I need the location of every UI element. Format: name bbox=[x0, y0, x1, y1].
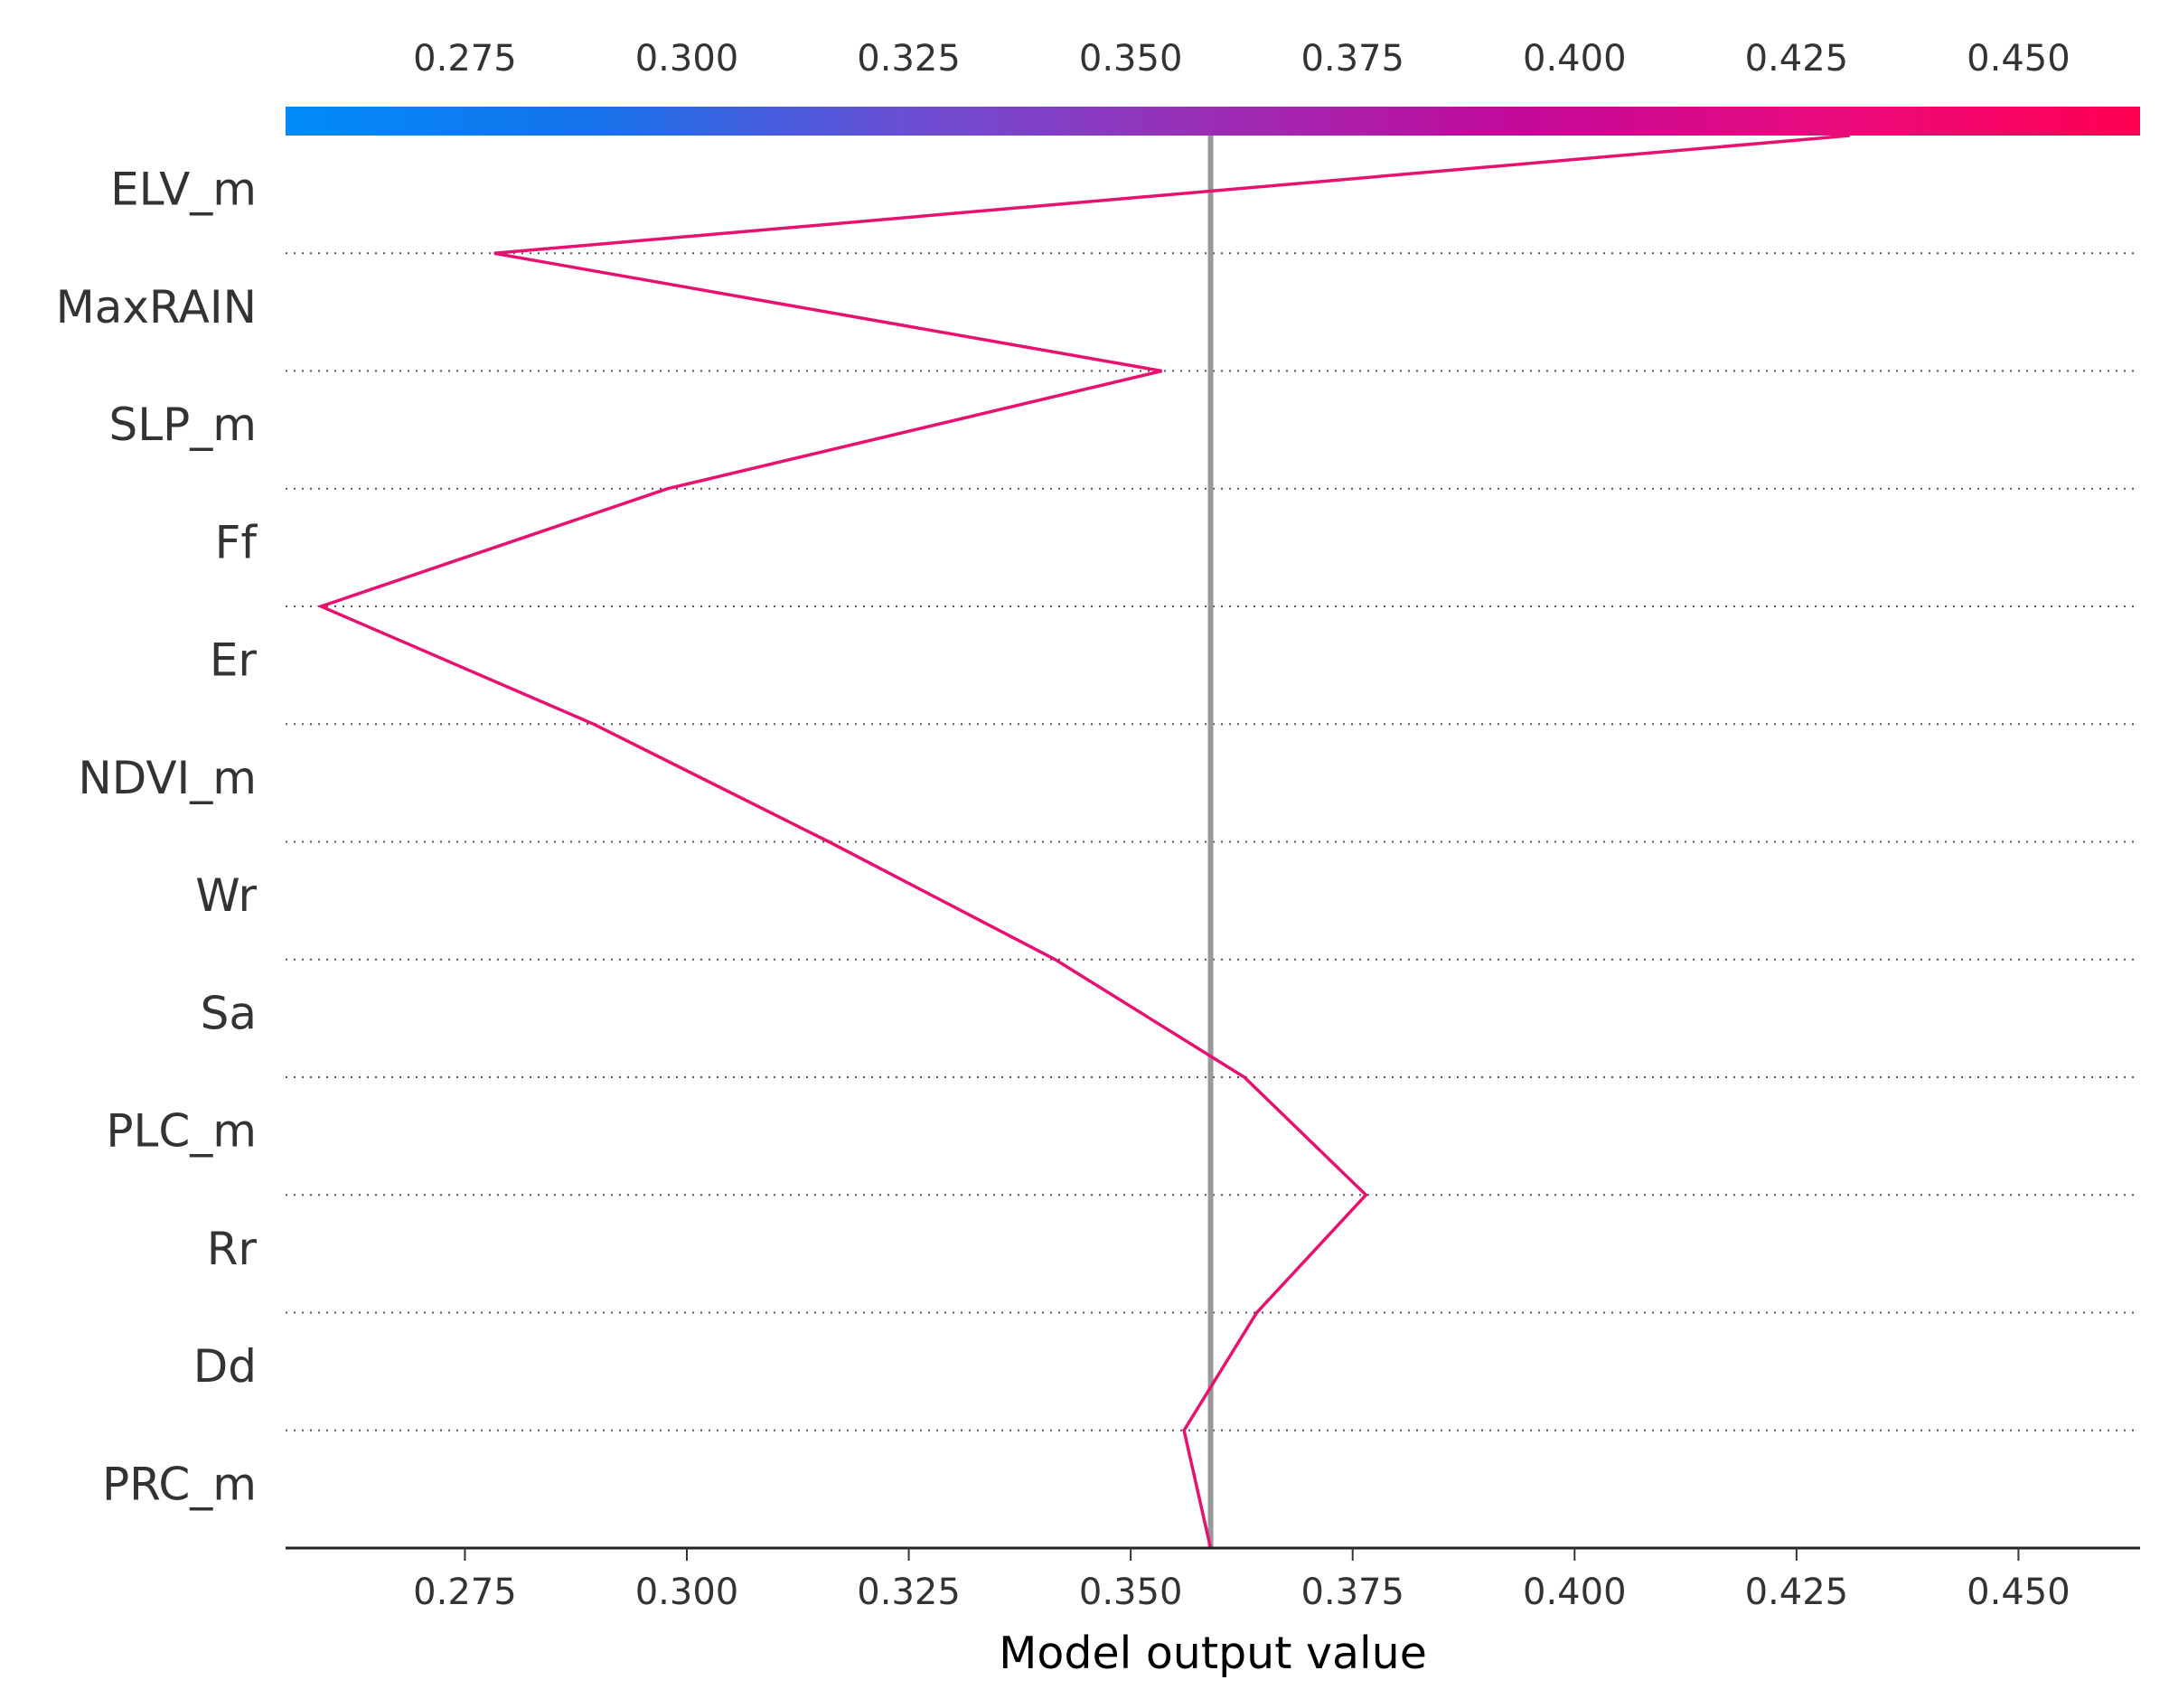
top-tick-label: 0.350 bbox=[1079, 38, 1183, 80]
bottom-tick-label: 0.450 bbox=[1967, 1572, 2070, 1613]
decision-path-line bbox=[316, 134, 1850, 1549]
feature-label: Rr bbox=[207, 1223, 258, 1275]
colorbar bbox=[286, 107, 2140, 136]
feature-label: Ff bbox=[215, 516, 258, 568]
feature-label: Dd bbox=[193, 1340, 257, 1393]
top-tick-label: 0.400 bbox=[1523, 38, 1627, 80]
top-tick-label: 0.425 bbox=[1745, 38, 1849, 80]
top-tick-label: 0.275 bbox=[413, 38, 517, 80]
bottom-tick-label: 0.400 bbox=[1523, 1572, 1627, 1613]
feature-label: MaxRAIN bbox=[56, 281, 257, 333]
feature-label: Sa bbox=[201, 987, 257, 1039]
feature-label: ELV_m bbox=[110, 164, 257, 216]
bottom-tick-label: 0.350 bbox=[1079, 1572, 1183, 1613]
bottom-tick-labels: 0.275 0.300 0.325 0.350 0.375 0.400 0.425 0.450 bbox=[413, 1548, 2070, 1613]
feature-label: NDVI_m bbox=[78, 752, 257, 804]
feature-label: PLC_m bbox=[106, 1105, 257, 1158]
feature-label: Wr bbox=[195, 869, 257, 922]
feature-label: Er bbox=[210, 634, 258, 687]
top-tick-label: 0.375 bbox=[1300, 38, 1404, 80]
top-tick-labels: 0.275 0.300 0.325 0.350 0.375 0.400 0.425 0.450 bbox=[413, 38, 2070, 80]
x-axis-title: Model output value bbox=[999, 1628, 1427, 1679]
bottom-tick-label: 0.275 bbox=[413, 1572, 517, 1613]
bottom-tick-label: 0.300 bbox=[635, 1572, 739, 1613]
feature-label: PRC_m bbox=[102, 1458, 257, 1510]
top-tick-label: 0.325 bbox=[857, 38, 961, 80]
feature-label: SLP_m bbox=[109, 399, 257, 451]
top-tick-label: 0.300 bbox=[635, 38, 739, 80]
bottom-tick-label: 0.375 bbox=[1300, 1572, 1404, 1613]
bottom-tick-label: 0.325 bbox=[857, 1572, 961, 1613]
bottom-tick-label: 0.425 bbox=[1745, 1572, 1849, 1613]
top-tick-label: 0.450 bbox=[1967, 38, 2070, 80]
feature-labels: ELV_m MaxRAIN SLP_m Ff Er NDVI_m Wr Sa PLC_m Rr Dd… bbox=[56, 164, 258, 1511]
